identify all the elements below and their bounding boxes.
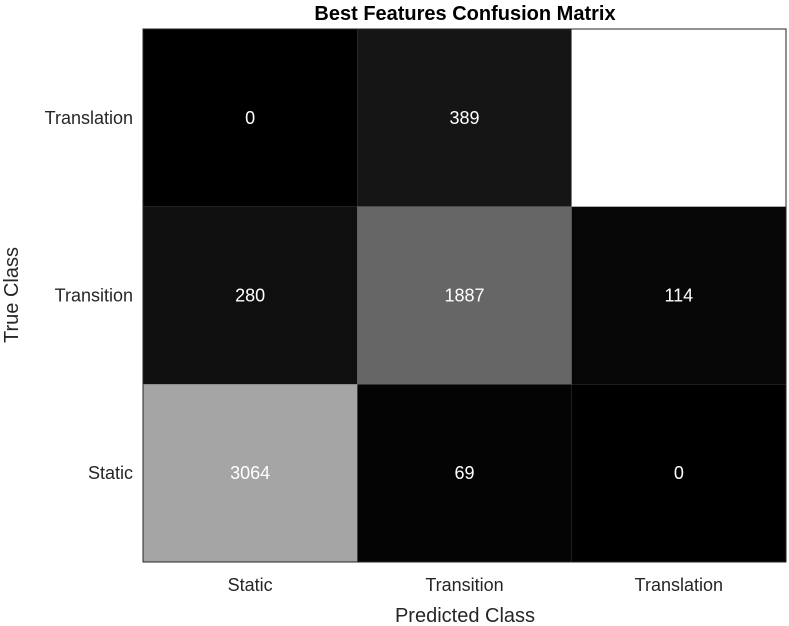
y-axis-label: True Class [1,247,23,343]
matrix-cell-r1-c2 [571,206,786,385]
matrix-cell-r0-c0 [143,29,358,207]
matrix-cell-value-r2-c0: 3064 [230,463,270,483]
matrix-cell-r0-c2 [571,29,786,207]
y-tick-labels: Translation Transition Static [45,108,133,483]
x-axis-label: Predicted Class [395,605,535,626]
matrix-cell-value-r1-c1: 1887 [444,286,484,306]
matrix-cell-value-r1-c0: 280 [235,286,265,306]
matrix-cell-value-r1-c2: 114 [664,286,693,306]
y-tick-label-1: Transition [55,286,133,306]
y-tick-label-2: Static [88,463,133,483]
plot-frame [142,28,787,563]
x-tick-label-2: Translation [635,575,723,595]
matrix-cell-r1-c0 [143,206,358,385]
matrix-cell-value-r0-c1: 389 [449,108,479,128]
matrix-cell-labels: 0 389 4727 280 1887 114 3064 69 0 [230,108,699,483]
matrix-cell-r2-c0 [143,384,358,562]
matrix-cell-r2-c2 [571,384,786,562]
matrix-cell-value-r0-c0: 0 [245,108,255,128]
x-tick-label-1: Transition [425,575,503,595]
y-tick-label-0: Translation [45,108,133,128]
matrix-cell-r2-c1 [357,384,572,562]
matrix-cells [143,29,786,562]
matrix-cell-value-r2-c1: 69 [454,463,474,483]
matrix-cell-value-r0-c2: 4727 [659,108,699,128]
x-tick-labels: Static Transition Translation [228,575,723,595]
x-tick-label-0: Static [228,575,273,595]
matrix-cell-r1-c1 [357,206,572,385]
matrix-cell-r0-c1 [357,29,572,207]
matrix-cell-value-r2-c2: 0 [674,463,684,483]
chart-title: Best Features Confusion Matrix [314,3,615,25]
